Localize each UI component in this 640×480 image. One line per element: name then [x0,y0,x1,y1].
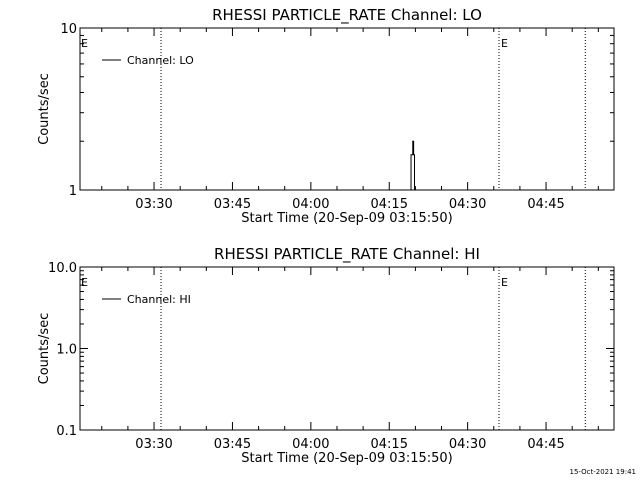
chart-title: RHESSI PARTICLE_RATE Channel: LO [212,6,482,25]
series-line [410,140,416,191]
left-marker-label: E [81,276,88,289]
x-tick-label: 04:45 [527,197,564,212]
x-tick-label: 04:00 [292,437,329,452]
legend-entry: Channel: HI [127,293,191,306]
footer-timestamp: 15-Oct-2021 19:41 [570,468,636,476]
y-axis-label: Counts/sec [37,313,52,385]
left-marker-label: E [81,37,88,50]
hi-channel-panel: RHESSI PARTICLE_RATE Channel: HI 0.1 1.0 10… [37,245,615,466]
x-tick-label: 04:15 [371,197,408,212]
y-tick-label: 0.1 [56,424,77,439]
x-axis-label: Start Time (20-Sep-09 03:15:50) [241,451,452,466]
x-axis-label: Start Time (20-Sep-09 03:15:50) [241,211,452,226]
x-tick-label: 03:45 [214,437,251,452]
y-tick-label: 1.0 [56,343,77,358]
y-axis-label: Counts/sec [37,73,52,145]
x-tick-label: 04:30 [449,197,486,212]
y-tick-label: 10 [60,22,77,37]
x-tick-label: 04:45 [527,437,564,452]
plot-frame [79,27,615,191]
lo-channel-panel: RHESSI PARTICLE_RATE Channel: LO 1 10 Count… [37,6,615,226]
chart-title: RHESSI PARTICLE_RATE Channel: HI [214,245,480,264]
x-tick-label: 04:15 [371,437,408,452]
y-tick-label: 10.0 [48,261,77,276]
x-tick-label: 03:45 [214,197,251,212]
x-tick-label: 04:00 [292,197,329,212]
x-tick-label: 03:30 [135,437,172,452]
plot-frame [79,266,615,431]
x-tick-label: 04:30 [449,437,486,452]
event-marker-label: E [501,276,508,289]
legend-entry: Channel: LO [127,54,194,67]
y-tick-label: 1 [69,184,77,199]
x-tick-label: 03:30 [135,197,172,212]
event-marker-label: E [501,37,508,50]
